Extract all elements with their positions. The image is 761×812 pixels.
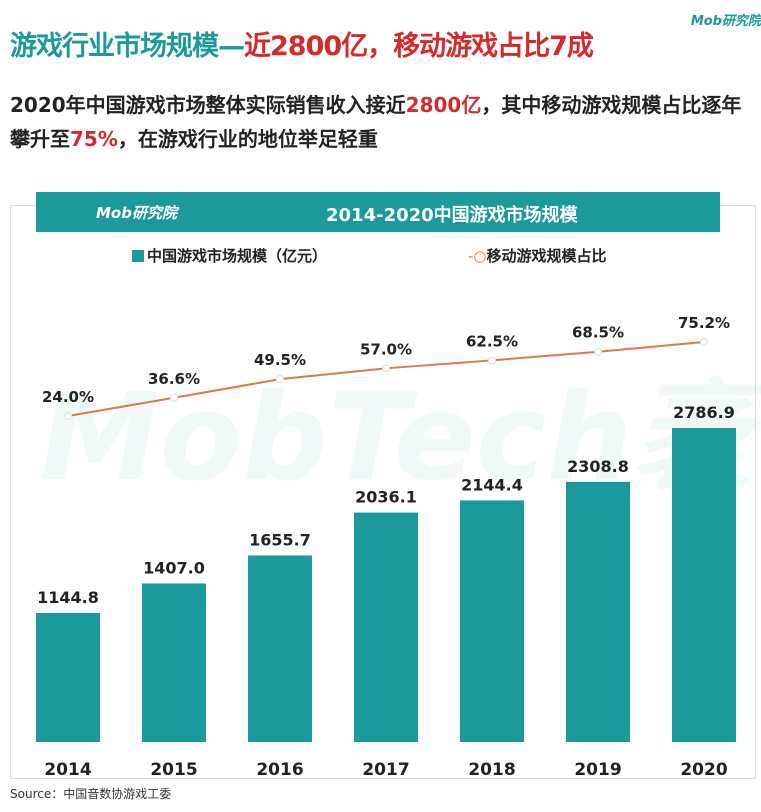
bar-2015: [142, 583, 206, 742]
bar-label-2014: 1144.8: [37, 588, 99, 607]
legend-bar-label: 中国游戏市场规模（亿元）: [147, 247, 328, 265]
share-point-2019: [594, 347, 602, 356]
legend-line-icon: -○: [468, 247, 487, 265]
share-point-2018: [488, 356, 496, 365]
chart-banner: Mob研究院 2014-2020中国游戏市场规模: [36, 192, 720, 232]
bar-2020: [672, 428, 736, 742]
legend-line: -○移动游戏规模占比: [468, 245, 607, 266]
x-tick-2014: 2014: [44, 760, 91, 780]
bar-label-2018: 2144.4: [461, 475, 523, 494]
share-point-2017: [382, 364, 390, 373]
share-label-2017: 57.0%: [360, 340, 412, 358]
subtitle-b: 2800亿: [405, 93, 482, 117]
legend-bar: 中国游戏市场规模（亿元）: [132, 245, 327, 266]
x-tick-2019: 2019: [574, 760, 621, 780]
source-note: Source：中国音数协游戏工委: [10, 787, 172, 801]
bar-2016: [248, 555, 312, 742]
page-title: 游戏行业市场规模—近2800亿，移动游戏占比7成: [10, 24, 594, 63]
bar-label-2015: 1407.0: [143, 558, 205, 577]
title-part2: 近2800亿，移动游戏占比7成: [244, 31, 594, 62]
subtitle-c: ，其中移动游戏规模占比逐年攀升至: [10, 93, 742, 151]
share-point-2020: [700, 338, 708, 347]
bar-label-2016: 1655.7: [249, 530, 311, 549]
share-label-2016: 49.5%: [254, 351, 306, 369]
share-point-2016: [276, 375, 284, 384]
bar-label-2019: 2308.8: [567, 457, 629, 476]
bar-2014: [36, 613, 100, 742]
share-label-2019: 68.5%: [572, 324, 624, 342]
share-label-2020: 75.2%: [678, 314, 730, 332]
watermark: MobTech袤博: [40, 369, 761, 508]
share-label-2018: 62.5%: [466, 332, 518, 350]
banner-logo: Mob研究院: [96, 204, 177, 222]
chart-title: 2014-2020中国游戏市场规模: [326, 205, 578, 226]
bar-label-2017: 2036.1: [355, 488, 417, 507]
x-tick-2017: 2017: [362, 760, 409, 780]
bar-2017: [354, 512, 418, 742]
legend-bar-swatch: [132, 250, 144, 262]
subtitle-e: ，在游戏行业的地位举足轻重: [117, 127, 378, 151]
x-tick-2015: 2015: [150, 760, 197, 780]
legend-line-label: 移动游戏规模占比: [486, 247, 607, 265]
bar-2018: [460, 500, 524, 742]
share-label-2015: 36.6%: [148, 370, 200, 388]
subtitle-a: 2020年中国游戏市场整体实际销售收入接近: [10, 93, 406, 117]
share-label-2014: 24.0%: [42, 388, 94, 406]
title-part1: 游戏行业市场规模—: [10, 31, 245, 62]
x-tick-2018: 2018: [468, 760, 515, 780]
x-tick-2020: 2020: [680, 760, 727, 780]
bar-2019: [566, 481, 630, 742]
subtitle: 2020年中国游戏市场整体实际销售收入接近2800亿，其中移动游戏规模占比逐年攀…: [10, 88, 760, 156]
subtitle-d: 75%: [70, 127, 118, 151]
x-tick-2016: 2016: [256, 760, 303, 780]
share-point-2014: [64, 412, 72, 420]
bar-label-2020: 2786.9: [673, 403, 735, 422]
share-point-2015: [170, 393, 178, 402]
mob-logo: Mob研究院: [690, 14, 761, 29]
